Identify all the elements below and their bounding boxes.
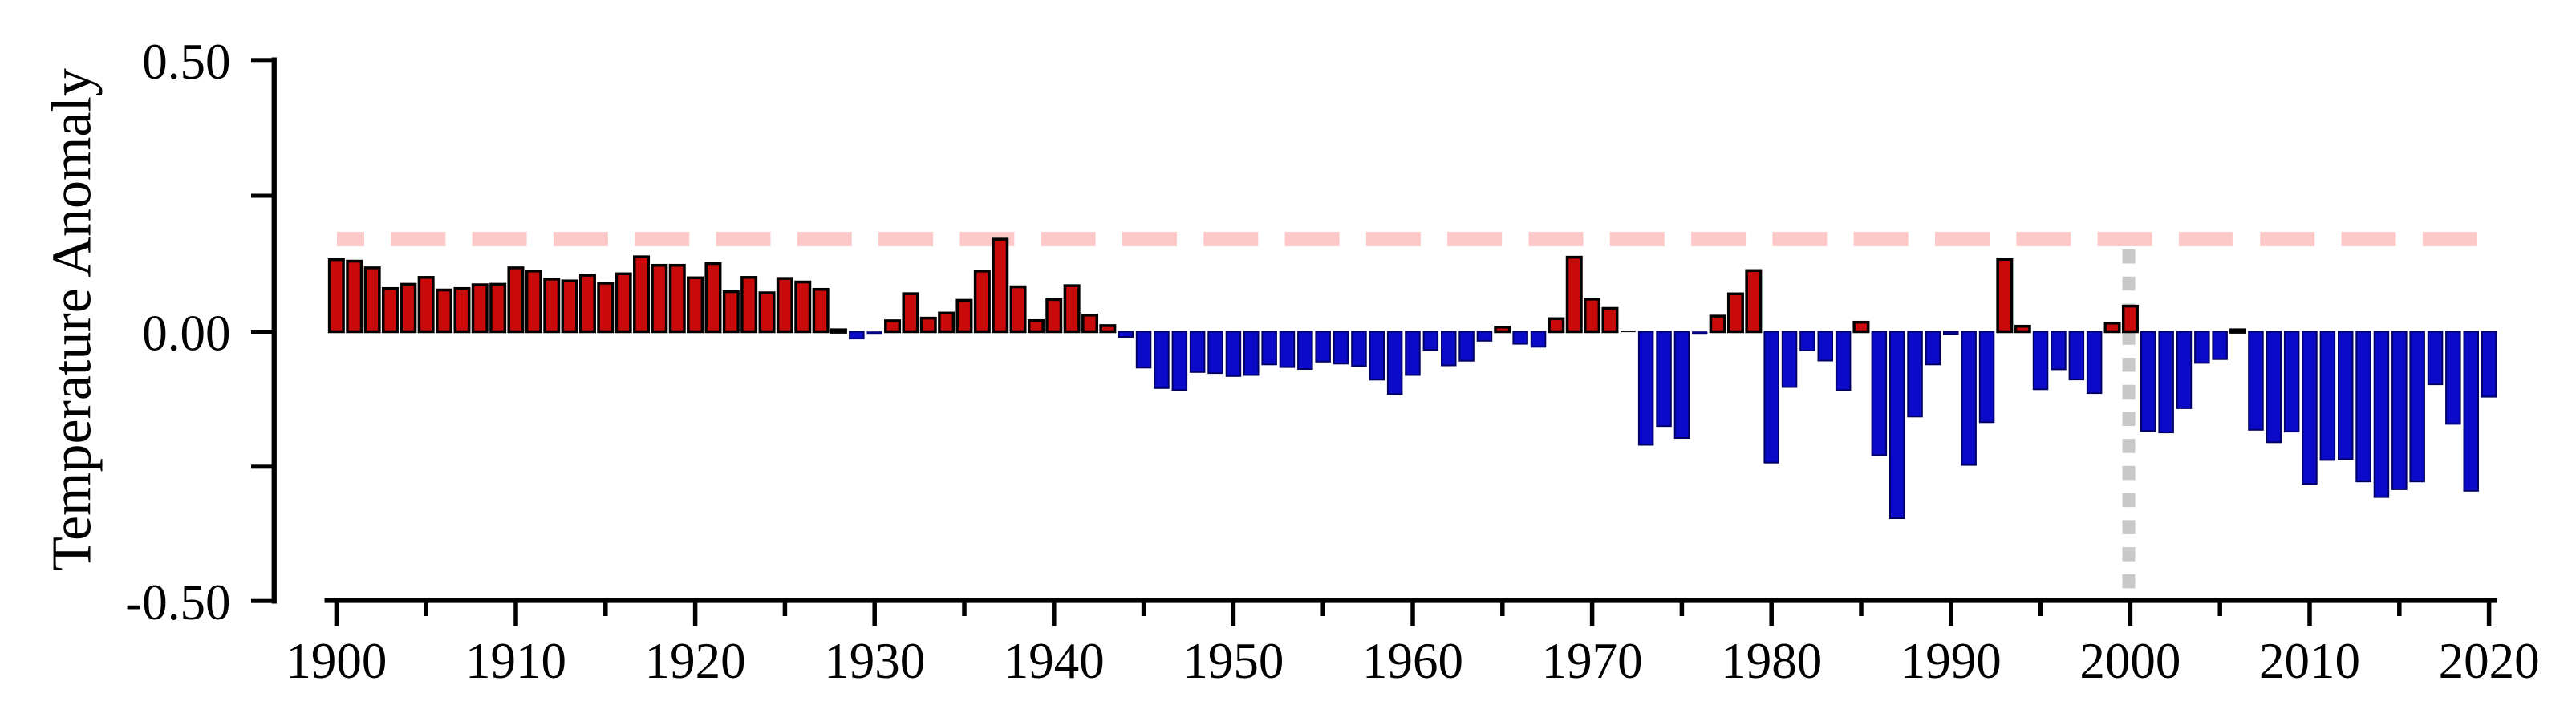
svg-text:2000: 2000 — [2079, 633, 2180, 689]
svg-text:1990: 1990 — [1901, 633, 2002, 689]
svg-text:-0.50: -0.50 — [125, 574, 230, 631]
svg-text:2010: 2010 — [2259, 633, 2360, 689]
svg-text:1960: 1960 — [1362, 633, 1463, 689]
svg-text:Temperature Anomaly: Temperature Anomaly — [42, 68, 103, 571]
svg-text:2020: 2020 — [2439, 633, 2540, 689]
svg-text:0.00: 0.00 — [142, 306, 230, 362]
svg-text:1970: 1970 — [1542, 633, 1643, 689]
svg-text:1910: 1910 — [465, 633, 566, 689]
svg-text:1900: 1900 — [286, 633, 387, 689]
svg-text:1950: 1950 — [1183, 633, 1284, 689]
svg-text:1930: 1930 — [824, 633, 925, 689]
svg-text:1940: 1940 — [1004, 633, 1105, 689]
svg-text:1980: 1980 — [1721, 633, 1822, 689]
svg-text:1920: 1920 — [645, 633, 746, 689]
svg-text:0.50: 0.50 — [142, 34, 230, 90]
